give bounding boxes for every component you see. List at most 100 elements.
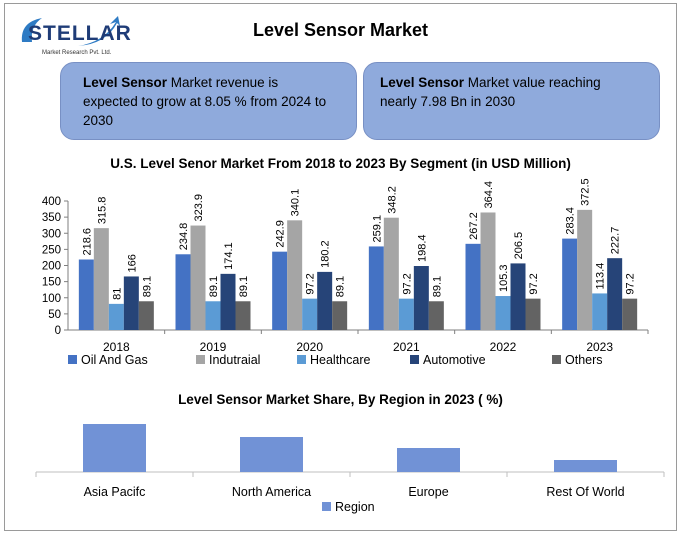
- bar: [592, 293, 608, 330]
- data-label: 218.6: [81, 228, 93, 256]
- bar: [138, 301, 154, 330]
- x-tick-label: Rest Of World: [546, 485, 624, 499]
- stellar-logo: STELLAR Market Research Pvt. Ltd.: [18, 12, 131, 60]
- logo-subtitle: Market Research Pvt. Ltd.: [42, 50, 112, 56]
- bar: [622, 298, 638, 330]
- data-label: 97.2: [401, 273, 413, 294]
- logo-swoosh-icon: [21, 16, 120, 46]
- bar: [332, 301, 348, 330]
- data-label: 242.9: [275, 220, 287, 248]
- data-label: 89.1: [208, 276, 220, 297]
- data-label: 364.4: [483, 181, 495, 209]
- bar: [108, 303, 124, 330]
- y-tick-label: 200: [42, 261, 61, 273]
- bar: [554, 460, 617, 472]
- data-label: 198.4: [416, 234, 428, 262]
- bar: [287, 220, 303, 330]
- x-tick-label: 2019: [200, 340, 227, 354]
- legend-label: Indutraial: [209, 353, 260, 367]
- data-label: 81: [111, 288, 123, 300]
- data-label: 340.1: [290, 189, 302, 217]
- legend-swatch: [552, 355, 561, 364]
- bar: [495, 296, 511, 330]
- data-label: 206.5: [513, 232, 525, 260]
- bar: [83, 424, 146, 472]
- data-label: 97.2: [528, 273, 540, 294]
- region-chart-title: Level Sensor Market Share, By Region in …: [178, 392, 503, 407]
- legend-label: Automotive: [423, 353, 486, 367]
- bar: [220, 273, 236, 330]
- legend-label: Healthcare: [310, 353, 370, 367]
- bar: [383, 217, 399, 330]
- y-tick-label: 300: [42, 228, 61, 240]
- logo-wordmark: STELLAR: [28, 22, 132, 45]
- bar: [368, 246, 384, 330]
- legend-label: Region: [335, 500, 375, 514]
- data-label: 234.8: [178, 223, 190, 251]
- info-box-value-text: Market value reaching nearly 7.98 Bn in …: [380, 75, 601, 109]
- data-label: 105.3: [498, 265, 510, 293]
- bar: [190, 225, 206, 330]
- page-title: Level Sensor Market: [252, 20, 429, 40]
- data-label: 283.4: [565, 207, 577, 235]
- legend-swatch: [410, 355, 419, 364]
- data-label: 267.2: [468, 212, 480, 240]
- info-box-value: Level Sensor Market value reaching nearl…: [363, 62, 660, 140]
- data-label: 89.1: [431, 276, 443, 297]
- data-label: 372.5: [580, 178, 592, 206]
- legend-swatch: [297, 355, 306, 364]
- data-label: 259.1: [371, 215, 383, 243]
- region-bar-chart: Asia Pacifc North America Europe Rest Of Wo…: [35, 424, 665, 514]
- legend-label: Others: [565, 353, 603, 367]
- bar: [577, 209, 593, 330]
- data-label: 166: [126, 254, 138, 272]
- data-label: 323.9: [193, 194, 205, 222]
- bar: [397, 448, 460, 472]
- y-tick-label: 150: [42, 277, 61, 289]
- y-tick-label: 400: [42, 196, 61, 208]
- data-label: 222.7: [610, 227, 622, 255]
- x-tick-label: Europe: [408, 485, 448, 499]
- bar: [480, 212, 496, 330]
- y-tick-label: 100: [42, 293, 61, 305]
- bar: [398, 298, 414, 330]
- bar: [413, 266, 429, 330]
- y-tick-label: 350: [42, 212, 61, 224]
- data-label: 97.2: [305, 273, 317, 294]
- data-label: 89.1: [141, 276, 153, 297]
- bar: [123, 276, 139, 330]
- info-box-growth-bold: Level Sensor: [83, 75, 168, 90]
- x-tick-label: Asia Pacifc: [84, 485, 146, 499]
- bar: [240, 437, 303, 472]
- data-label: 113.4: [595, 263, 607, 290]
- bar: [78, 259, 94, 330]
- y-tick-label: 50: [48, 309, 61, 321]
- bar: [465, 243, 481, 330]
- info-box-growth-text: Market revenue is expected to grow at 8.…: [83, 75, 327, 128]
- y-tick-label: 250: [42, 244, 61, 256]
- data-label: 89.1: [238, 276, 250, 297]
- legend-swatch: [68, 355, 77, 364]
- x-tick-label: 2021: [393, 340, 420, 354]
- bar: [607, 258, 623, 330]
- info-box-growth: Level Sensor Market revenue is expected …: [60, 62, 357, 140]
- x-tick-label: 2018: [103, 340, 130, 354]
- bar: [205, 301, 221, 330]
- bar: [272, 251, 288, 330]
- bar: [525, 298, 541, 330]
- x-tick-label: North America: [232, 485, 311, 499]
- data-label: 89.1: [335, 276, 347, 297]
- bar: [428, 301, 444, 330]
- legend-swatch: [196, 355, 205, 364]
- x-tick-label: 2020: [296, 340, 323, 354]
- bar: [317, 271, 333, 330]
- bar: [235, 301, 251, 330]
- legend-label: Oil And Gas: [81, 353, 148, 367]
- legend-swatch: [322, 502, 331, 511]
- bar: [175, 254, 191, 330]
- y-tick-label: 0: [55, 325, 61, 337]
- bar: [302, 298, 318, 330]
- data-label: 180.2: [320, 240, 332, 268]
- info-box-value-bold: Level Sensor: [380, 75, 465, 90]
